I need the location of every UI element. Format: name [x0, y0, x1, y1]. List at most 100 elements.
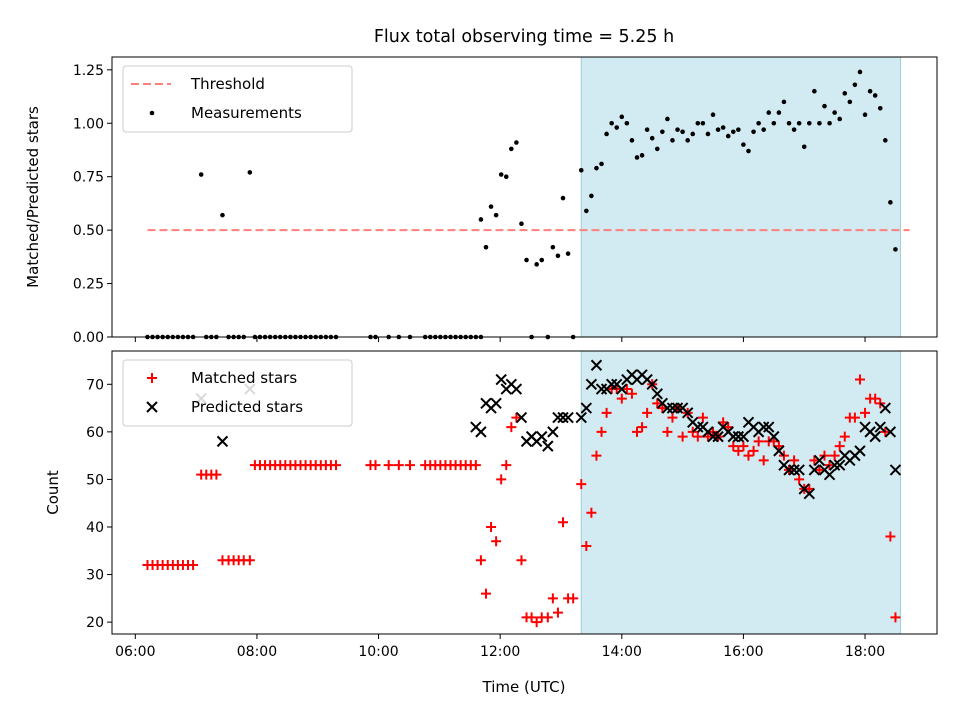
matched-stars-point [768, 436, 779, 447]
predicted-stars-point [671, 402, 684, 414]
measurement-point [883, 138, 888, 143]
matched-stars-point [393, 460, 404, 471]
measurement-point [736, 127, 741, 132]
predicted-stars-point [732, 430, 745, 443]
predicted-stars-point [651, 388, 663, 400]
measurement-point [680, 129, 685, 135]
matched-stars-point [501, 460, 512, 471]
matched-stars-point [211, 469, 222, 480]
observing-window-shade [581, 57, 901, 337]
measurement-point [725, 133, 731, 139]
y-tick-label: 1.00 [73, 116, 104, 132]
predicted-stars-point [490, 397, 502, 410]
measurement-point [771, 120, 777, 126]
matched-stars-point [834, 441, 845, 452]
predicted-stars-point [828, 459, 841, 471]
legend-matched-swatch [147, 373, 157, 383]
measurement-point [619, 114, 625, 120]
y-axis-label: Count [44, 470, 62, 515]
matched-stars-point [511, 412, 522, 423]
measurement-point [519, 221, 524, 227]
measurement-point [488, 204, 494, 209]
matched-stars-point [814, 464, 825, 475]
matched-stars-point [702, 431, 713, 442]
matched-stars-point [568, 593, 579, 604]
measurement-point [761, 127, 766, 132]
measurement-point [565, 251, 571, 256]
matched-stars-point [552, 607, 563, 618]
measurement-point [589, 193, 594, 199]
predicted-stars-point [869, 430, 881, 443]
matched-stars-point [480, 588, 491, 599]
matched-stars-point [330, 460, 341, 471]
measurement-point [649, 135, 655, 141]
predicted-stars-point [681, 407, 694, 419]
predicted-stars-point [879, 402, 892, 414]
measurement-point [877, 105, 883, 111]
matched-stars-point [753, 436, 764, 447]
predicted-stars-point [515, 411, 528, 424]
measurement-point [639, 153, 645, 158]
measurement-point [857, 69, 863, 75]
predicted-stars-point [585, 378, 598, 391]
matched-stars-point [632, 426, 642, 437]
predicted-stars-point [763, 421, 775, 433]
measurement-point [786, 120, 792, 126]
matched-stars-point [496, 474, 507, 485]
measurement-point [220, 212, 225, 218]
measurement-point [560, 195, 566, 201]
x-axis-label: Time (UTC) [482, 678, 566, 696]
measurement-point [524, 257, 529, 263]
predicted-stars-point [803, 487, 816, 500]
measurement-point [695, 120, 701, 126]
legend-label: Predicted stars [191, 398, 303, 416]
measurement-point [796, 120, 802, 126]
measurement-point [730, 129, 736, 135]
measurement-point [872, 93, 878, 98]
predicted-stars-point [874, 421, 886, 433]
measurement-point [584, 208, 589, 214]
measurement-point [817, 120, 822, 126]
y-tick-label: 50 [86, 472, 104, 488]
measurement-point [700, 120, 706, 126]
y-tick-label: 0.50 [73, 223, 104, 239]
matched-stars-point [849, 412, 860, 423]
y-tick-label: 60 [86, 425, 104, 441]
matched-stars-point [885, 531, 896, 542]
matched-stars-point [657, 403, 668, 414]
measurement-point [776, 110, 782, 115]
matched-stars-point [662, 426, 673, 437]
measurement-point [665, 116, 670, 122]
measurement-point [827, 120, 832, 126]
predicted-stars-point [692, 421, 704, 433]
measurement-point [812, 88, 817, 94]
matched-stars-point [531, 617, 542, 628]
matched-stars-point [470, 460, 481, 471]
matched-stars-point [475, 555, 486, 566]
measurement-point [670, 138, 675, 143]
matched-stars-point [773, 441, 784, 452]
measurement-point [690, 131, 696, 137]
plot-frame [111, 56, 938, 338]
matched-stars-point [870, 393, 881, 404]
chart-title: Flux total observing time = 5.25 h [374, 27, 674, 47]
measurement-point [867, 88, 873, 94]
measurement-point [624, 120, 630, 126]
predicted-stars-point [813, 454, 826, 467]
matched-stars-point [789, 455, 800, 466]
measurement-point [852, 82, 858, 88]
measurement-point [654, 146, 660, 152]
predicted-stars-point [590, 359, 603, 371]
y-tick-label: 20 [86, 615, 104, 631]
measurement-point [781, 99, 787, 105]
matched-stars-point [621, 384, 632, 395]
measurement-point [578, 167, 584, 173]
measurement-point [822, 103, 827, 109]
series-predicted-stars [195, 359, 902, 500]
x-tick-label: 08:00 [237, 644, 277, 660]
y-tick-label: 0.00 [73, 330, 104, 346]
measurement-point [247, 170, 253, 175]
matched-stars-point [576, 479, 587, 490]
predicted-stars-point [712, 430, 724, 443]
legend-label: Measurements [191, 104, 302, 122]
